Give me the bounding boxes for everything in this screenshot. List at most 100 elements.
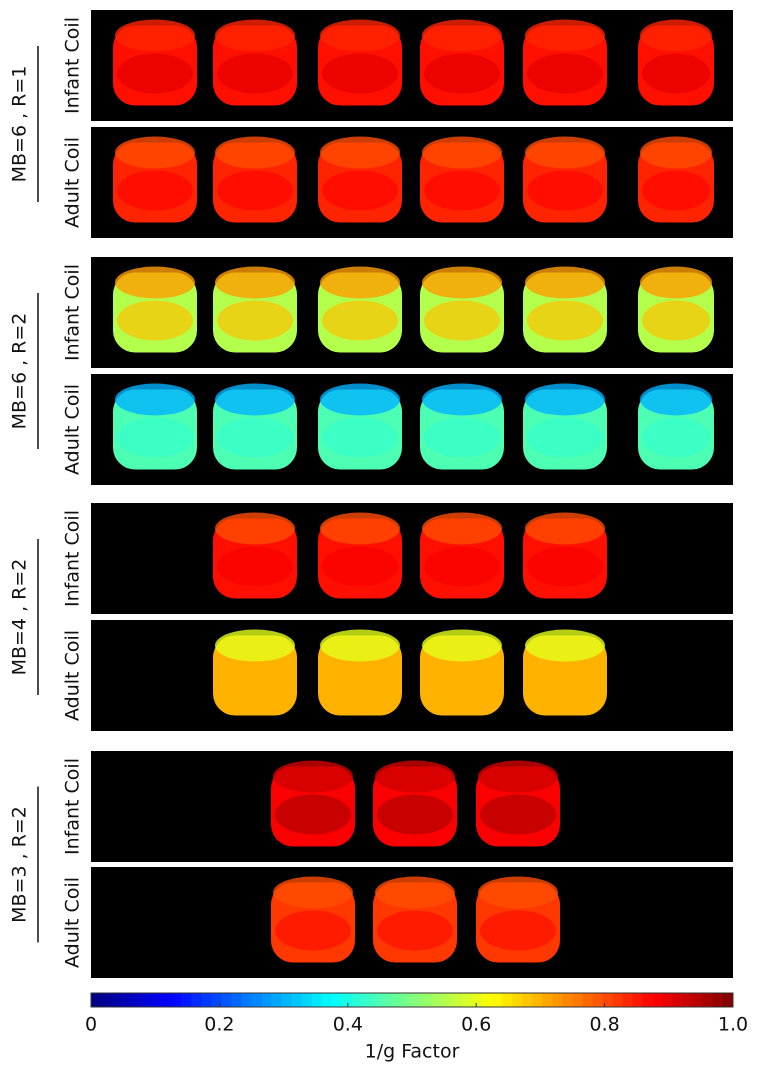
slice-face (215, 136, 295, 169)
slice-face (525, 512, 605, 545)
row-label: Infant Coil (62, 758, 84, 855)
slice-face (322, 300, 398, 341)
slice-face (322, 170, 398, 211)
colorbar-cell (311, 993, 323, 1007)
slice-face (424, 546, 500, 587)
colorbar-cell (121, 993, 132, 1007)
colorbar-cell (191, 993, 202, 1007)
slice-face (273, 760, 353, 793)
colorbar-cell (582, 993, 594, 1007)
slice-face (217, 300, 293, 341)
slice-face (640, 19, 712, 52)
colorbar-cell (351, 993, 363, 1007)
slice-face (217, 663, 293, 704)
slice-face (375, 760, 455, 793)
colorbar-tick-label: 0.6 (461, 1014, 491, 1036)
row-label: Adult Coil (62, 384, 84, 475)
slice-face (115, 383, 195, 416)
slice-face (117, 53, 193, 94)
slice-face (525, 19, 605, 52)
slice-face (424, 417, 500, 458)
colorbar-cell (391, 993, 403, 1007)
slice-face (117, 417, 193, 458)
slice-face (478, 760, 558, 793)
colorbar-cell (201, 993, 212, 1007)
colorbar-cell (161, 993, 172, 1007)
slice-face (642, 417, 710, 458)
slice-face (215, 19, 295, 52)
slice-face (642, 170, 710, 211)
slice-face (422, 629, 502, 662)
colorbar-tick-label: 0.2 (204, 1014, 234, 1036)
slice-face (215, 266, 295, 299)
slice-face (320, 629, 400, 662)
colorbar-cell (682, 993, 694, 1007)
slice-face (320, 383, 400, 416)
colorbar-cell (642, 993, 654, 1007)
slice-face (480, 910, 556, 951)
colorbar-cell (291, 993, 303, 1007)
colorbar-cell (221, 993, 232, 1007)
slice-face (217, 53, 293, 94)
row-label: Adult Coil (62, 137, 84, 228)
colorbar-cell (452, 993, 463, 1007)
slice-face (322, 53, 398, 94)
colorbar-cell (532, 993, 543, 1007)
slice-face (115, 19, 195, 52)
slice-face (275, 910, 351, 951)
slice-face (525, 629, 605, 662)
colorbar-cell (622, 993, 634, 1007)
colorbar-cell (381, 993, 393, 1007)
colorbar-cell (131, 993, 142, 1007)
group-label: MB=6 , R=2 (9, 313, 31, 430)
group-label: MB=6 , R=1 (9, 66, 31, 183)
slice-face (215, 512, 295, 545)
colorbar-cell (512, 993, 523, 1007)
slice-face (640, 266, 712, 299)
colorbar-cell (652, 993, 664, 1007)
colorbar-cell (632, 993, 644, 1007)
colorbar-cell (542, 993, 553, 1007)
colorbar-cell (301, 993, 313, 1007)
colorbar-cell (171, 993, 182, 1007)
slice-face (642, 53, 710, 94)
slice-face (320, 136, 400, 169)
slice-face (424, 300, 500, 341)
slice-face (424, 663, 500, 704)
slice-face (215, 629, 295, 662)
slice-face (377, 910, 453, 951)
colorbar-cell (331, 993, 343, 1007)
slice-face (424, 170, 500, 211)
colorbar-cell (612, 993, 624, 1007)
slice-face (424, 53, 500, 94)
slice-face (320, 19, 400, 52)
colorbar-tick-label: 0.4 (333, 1014, 363, 1036)
slice-face (525, 383, 605, 416)
slice-face (640, 136, 712, 169)
colorbar-cell (251, 993, 263, 1007)
colorbar-cell (231, 993, 242, 1007)
image-panel (91, 503, 733, 614)
colorbar-cell (482, 993, 493, 1007)
colorbar-cell (91, 993, 102, 1007)
colorbar-cell (281, 993, 293, 1007)
colorbar-cell (271, 993, 283, 1007)
slice-face (422, 266, 502, 299)
slice-face (525, 136, 605, 169)
colorbar-tick-label: 0.8 (589, 1014, 619, 1036)
slice-face (422, 19, 502, 52)
slice-face (320, 266, 400, 299)
slice-face (275, 794, 351, 835)
image-panel (91, 10, 733, 121)
colorbar-cell (702, 993, 714, 1007)
slice-face (217, 170, 293, 211)
colorbar-cell (432, 993, 443, 1007)
slice-face (377, 794, 453, 835)
colorbar-cell (592, 993, 604, 1007)
slice-face (322, 546, 398, 587)
slice-face (115, 266, 195, 299)
slice-face (322, 663, 398, 704)
colorbar-tick-label: 0 (85, 1014, 97, 1036)
colorbar-cell (261, 993, 273, 1007)
